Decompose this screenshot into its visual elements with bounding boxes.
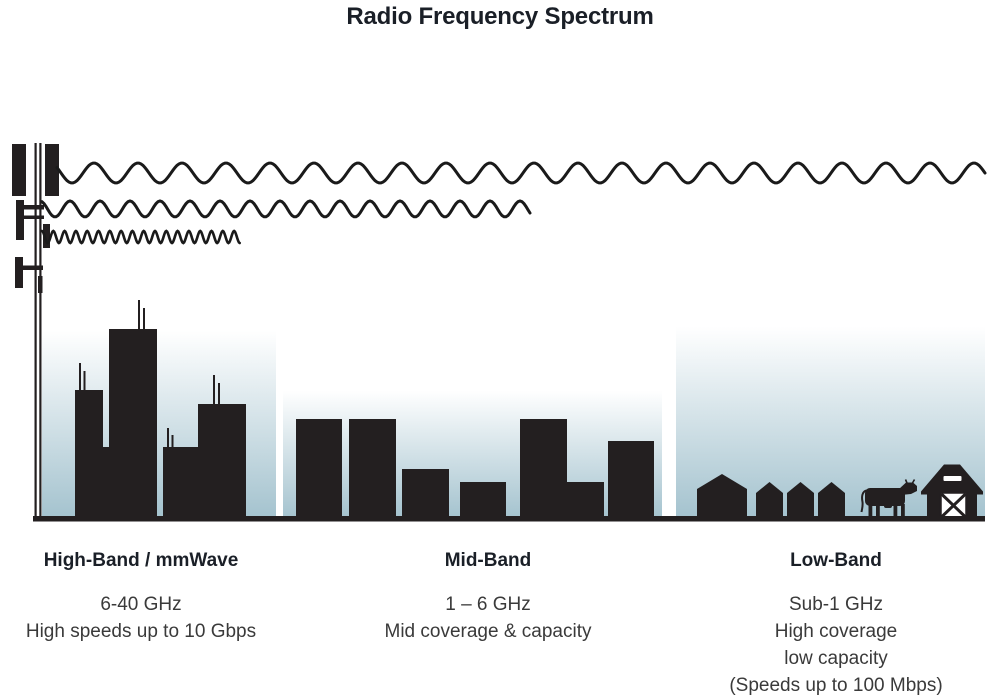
- page-title: Radio Frequency Spectrum: [346, 3, 654, 30]
- building-icon: [520, 419, 567, 520]
- mid-frequency-wave: [40, 199, 532, 219]
- building-icon: [296, 419, 342, 520]
- skyscraper-icon: [163, 447, 198, 520]
- band-details-mid: 1 – 6 GHz Mid coverage & capacity: [363, 591, 613, 645]
- spectrum-illustration: [12, 143, 987, 522]
- antenna-panel: [15, 257, 23, 288]
- band-detail-line: (Speeds up to 100 Mbps): [729, 675, 943, 696]
- house-icon: [756, 482, 783, 520]
- band-label-high: High-Band / mmWave: [43, 550, 239, 571]
- skyscraper-icon: [75, 390, 103, 520]
- low-frequency-wave: [55, 161, 987, 185]
- band-details-low: Sub-1 GHz High coverage low capacity (Speed…: [686, 591, 986, 699]
- antenna-panel: [43, 224, 50, 248]
- antenna-panel: [16, 200, 24, 240]
- band-detail-line: 6-40 GHz: [100, 594, 182, 615]
- city-skyline: [75, 300, 246, 520]
- band-detail-line: 1 – 6 GHz: [445, 594, 531, 615]
- band-detail-line: High speeds up to 10 Gbps: [25, 621, 257, 642]
- ground-line: [33, 516, 985, 522]
- antenna-panel: [12, 144, 26, 196]
- building-icon: [402, 469, 449, 520]
- house-icon: [818, 482, 845, 520]
- cell-tower-icon: [12, 143, 59, 520]
- barn-window: [943, 476, 962, 481]
- skyscraper-icon: [103, 447, 109, 520]
- mid-rise-buildings: [296, 419, 654, 520]
- skyscraper-icon: [109, 329, 157, 520]
- band-detail-line: Sub-1 GHz: [789, 594, 883, 615]
- rooftop-antenna-icon: [79, 300, 220, 447]
- high-frequency-wave: [40, 229, 241, 245]
- band-label-mid: Mid-Band: [444, 550, 532, 571]
- building-icon: [349, 419, 396, 520]
- band-detail-line: Mid coverage & capacity: [384, 621, 592, 642]
- building-icon: [567, 482, 604, 520]
- antenna-panel: [45, 144, 59, 196]
- cow-icon: [860, 479, 917, 519]
- band-detail-line: low capacity: [784, 648, 888, 669]
- building-icon: [608, 441, 654, 520]
- house-icon: [787, 482, 814, 520]
- band-detail-line: High coverage: [774, 621, 898, 642]
- band-label-low: Low-Band: [790, 550, 882, 571]
- band-details-high: 6-40 GHz High speeds up to 10 Gbps: [16, 591, 266, 645]
- skyscraper-icon: [198, 404, 246, 520]
- house-icon: [697, 474, 747, 520]
- building-icon: [460, 482, 506, 520]
